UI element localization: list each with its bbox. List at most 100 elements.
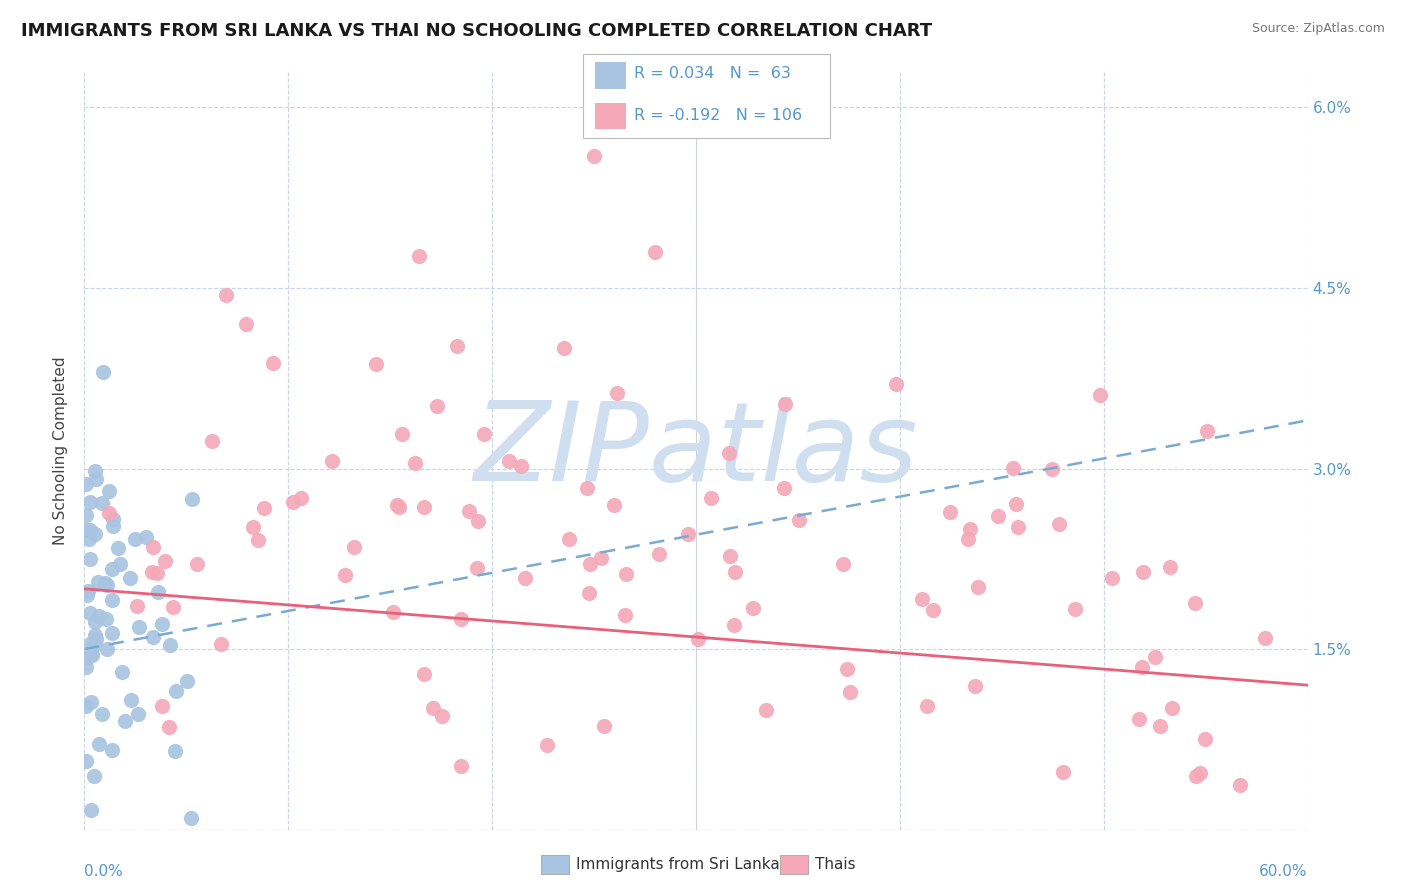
- Point: [75, 508, 97, 523]
- Point: [426, 399, 449, 413]
- Point: [467, 515, 489, 529]
- Point: [80, 803, 103, 817]
- Point: [135, 530, 157, 544]
- Point: [1195, 425, 1218, 439]
- Point: [513, 571, 536, 585]
- Point: [97, 483, 120, 498]
- Point: [79, 494, 101, 508]
- Point: [96, 612, 118, 626]
- Point: [290, 491, 312, 505]
- Point: [242, 520, 264, 534]
- Point: [89, 609, 111, 624]
- Point: [91, 365, 114, 379]
- Text: R = -0.192   N = 106: R = -0.192 N = 106: [634, 109, 803, 123]
- Point: [75, 476, 97, 491]
- Text: Source: ZipAtlas.com: Source: ZipAtlas.com: [1251, 22, 1385, 36]
- Point: [75, 699, 97, 714]
- Point: [1007, 519, 1029, 533]
- Point: [408, 249, 430, 263]
- Point: [86, 472, 108, 486]
- Point: [87, 737, 110, 751]
- Point: [965, 679, 987, 693]
- Point: [1101, 571, 1123, 585]
- Point: [108, 557, 131, 571]
- Y-axis label: No Schooling Completed: No Schooling Completed: [53, 356, 69, 545]
- Point: [159, 638, 181, 652]
- Text: ZIPatlas: ZIPatlas: [474, 397, 918, 504]
- Point: [79, 695, 101, 709]
- Point: [1254, 631, 1277, 645]
- Point: [91, 495, 114, 509]
- Point: [103, 512, 125, 526]
- Point: [741, 601, 763, 615]
- Point: [83, 769, 105, 783]
- Point: [723, 617, 745, 632]
- Point: [84, 464, 107, 478]
- Point: [773, 482, 796, 496]
- Point: [142, 541, 165, 555]
- Point: [938, 504, 960, 518]
- Point: [150, 698, 173, 713]
- Point: [385, 499, 408, 513]
- Point: [84, 628, 107, 642]
- Point: [128, 620, 150, 634]
- Point: [458, 504, 481, 518]
- Point: [146, 584, 169, 599]
- Point: [644, 244, 666, 259]
- Point: [96, 642, 118, 657]
- Point: [162, 600, 184, 615]
- Point: [80, 647, 103, 661]
- Point: [235, 317, 257, 331]
- Point: [209, 637, 232, 651]
- Point: [583, 148, 606, 162]
- Point: [120, 692, 142, 706]
- Point: [404, 456, 426, 470]
- Point: [391, 427, 413, 442]
- Point: [787, 513, 810, 527]
- Point: [96, 578, 118, 592]
- Point: [717, 446, 740, 460]
- Point: [77, 532, 100, 546]
- Point: [253, 501, 276, 516]
- Point: [648, 547, 671, 561]
- Point: [101, 562, 124, 576]
- Point: [688, 632, 710, 646]
- Point: [342, 540, 364, 554]
- Point: [111, 665, 134, 679]
- Point: [125, 599, 148, 613]
- Point: [366, 357, 388, 371]
- Point: [422, 701, 444, 715]
- Point: [157, 720, 180, 734]
- Point: [101, 593, 124, 607]
- Text: IMMIGRANTS FROM SRI LANKA VS THAI NO SCHOOLING COMPLETED CORRELATION CHART: IMMIGRANTS FROM SRI LANKA VS THAI NO SCH…: [21, 22, 932, 40]
- Point: [107, 541, 129, 555]
- Point: [465, 561, 488, 575]
- Point: [700, 491, 723, 505]
- Point: [613, 608, 636, 623]
- Point: [1184, 597, 1206, 611]
- Point: [911, 592, 934, 607]
- Point: [1149, 719, 1171, 733]
- Point: [79, 552, 101, 566]
- Point: [76, 588, 98, 602]
- Point: [1185, 769, 1208, 783]
- Point: [1064, 601, 1087, 615]
- Point: [79, 607, 101, 621]
- Point: [558, 532, 581, 546]
- Point: [755, 703, 778, 717]
- Point: [578, 586, 600, 600]
- Point: [1128, 712, 1150, 726]
- Point: [150, 617, 173, 632]
- Point: [724, 565, 747, 579]
- Point: [1194, 731, 1216, 746]
- Point: [987, 509, 1010, 524]
- Point: [593, 719, 616, 733]
- Point: [773, 397, 796, 411]
- Point: [915, 698, 938, 713]
- Point: [1229, 778, 1251, 792]
- Point: [101, 742, 124, 756]
- Point: [165, 684, 187, 698]
- Point: [413, 667, 436, 681]
- Point: [603, 498, 626, 512]
- Point: [281, 495, 304, 509]
